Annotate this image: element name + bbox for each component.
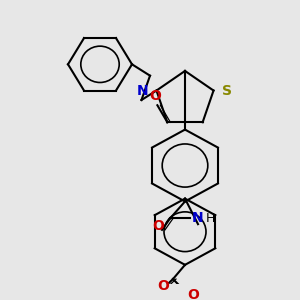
- Text: O: O: [157, 279, 169, 293]
- Text: O: O: [187, 288, 199, 300]
- Text: O: O: [152, 219, 164, 233]
- Text: S: S: [221, 83, 232, 98]
- Text: N: N: [192, 212, 204, 226]
- Text: N: N: [137, 83, 148, 98]
- Text: H: H: [205, 212, 215, 225]
- Text: O: O: [149, 89, 161, 103]
